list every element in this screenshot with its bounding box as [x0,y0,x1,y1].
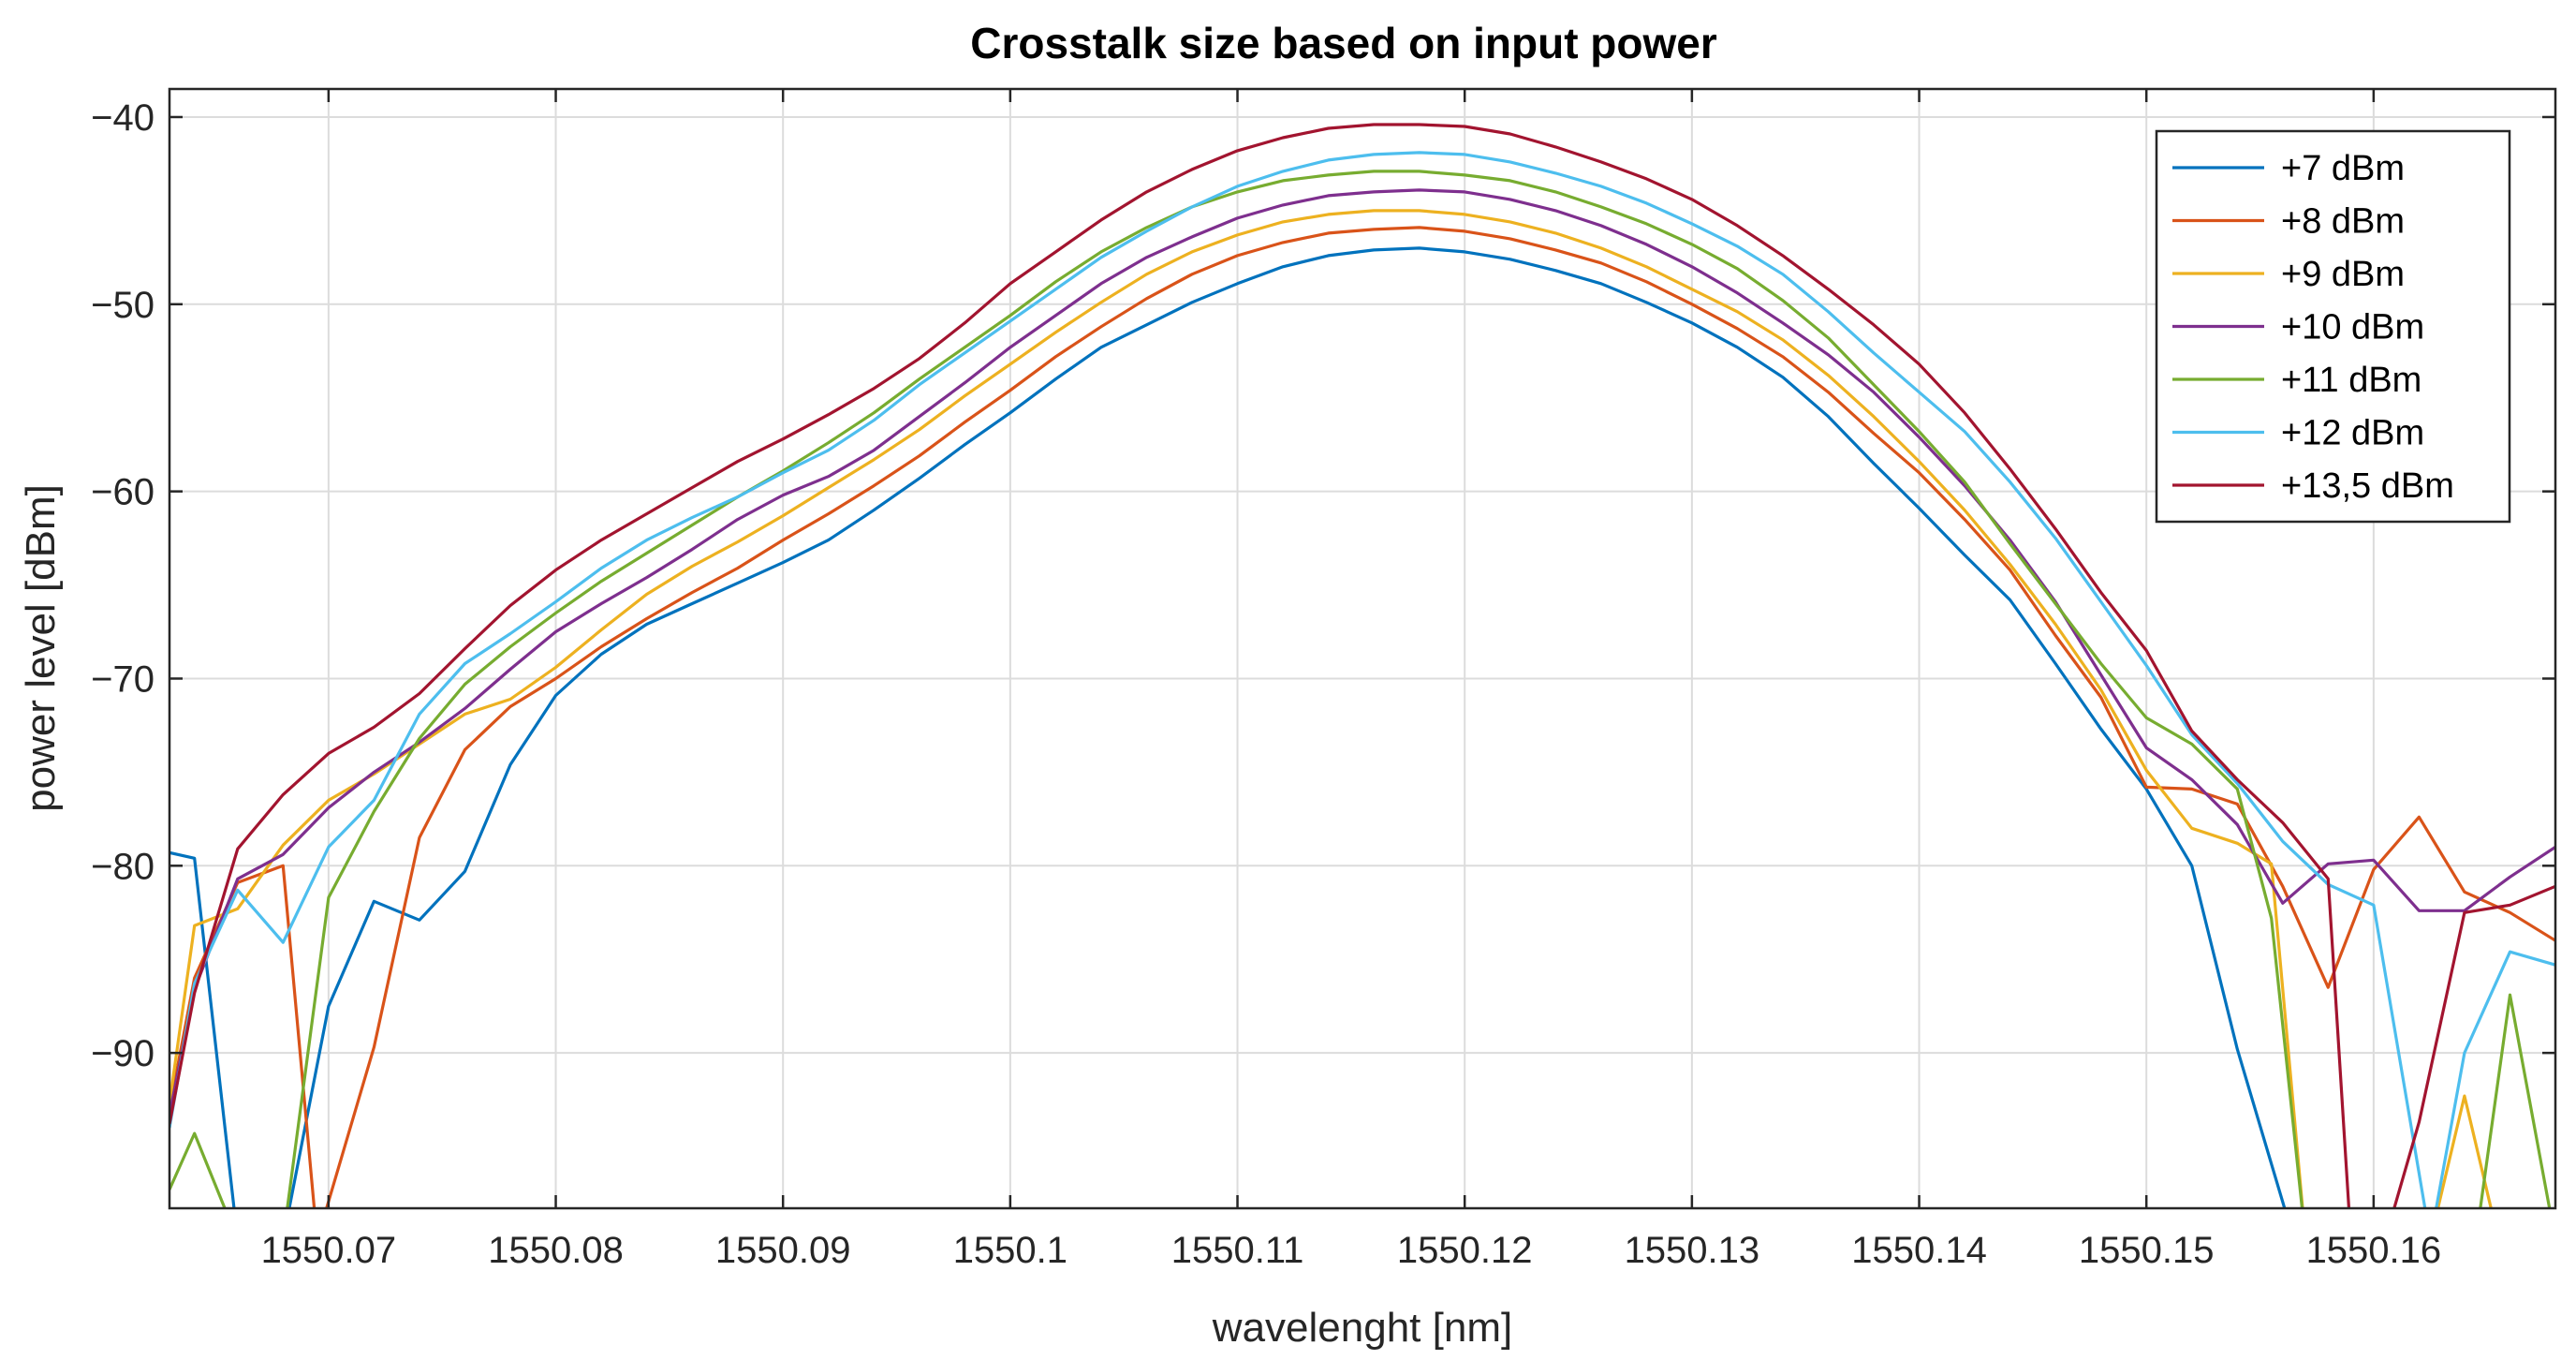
y-tick-label: −40 [91,97,155,139]
series-line-1 [169,246,2287,1208]
plot-area-frame [168,87,2557,1210]
y-tick-label: −70 [91,658,155,700]
series-line-4 [169,188,2555,1116]
legend-entry: +7 dBm [2281,149,2405,188]
series-line-6 [169,151,2555,1208]
x-tick-label: 1550.07 [261,1230,397,1271]
y-tick-label: −50 [91,285,155,326]
chart-title: Crosstalk size based on input power [970,19,1717,67]
legend-entry: +12 dBm [2281,414,2424,453]
legend-entry: +10 dBm [2281,308,2424,347]
series-line-3 [169,209,2493,1208]
axis-ticks [169,89,2555,1208]
y-tick-labels: −90 −80 −70 −60 −50 −40 [91,97,155,1074]
x-axis-label: wavelenght [nm] [1212,1305,1512,1351]
x-tick-label: 1550.15 [2079,1230,2215,1271]
x-tick-label: 1550.1 [953,1230,1067,1271]
y-tick-label: −80 [91,846,155,887]
series-line-7 [169,123,2555,1208]
x-tick-label: 1550.14 [1851,1230,1987,1271]
legend-entry: +8 dBm [2281,202,2405,242]
x-tick-label: 1550.09 [715,1230,851,1271]
x-tick-label: 1550.11 [1171,1230,1304,1271]
x-tick-label: 1550.12 [1397,1230,1533,1271]
legend-entry: +11 dBm [2281,361,2421,400]
series-line-2 [169,226,2555,1208]
y-tick-label: −90 [91,1033,155,1074]
grid-lines [169,89,2555,1208]
x-tick-labels: 1550.07 1550.08 1550.09 1550.1 1550.11 1550.1… [261,1230,2442,1271]
y-axis-label: power level [dBm] [18,484,64,812]
x-tick-label: 1550.13 [1625,1230,1760,1271]
x-tick-label: 1550.16 [2306,1230,2442,1271]
x-tick-label: 1550.08 [488,1230,624,1271]
series-lines [169,123,2555,1208]
series-line-5 [169,170,2552,1208]
legend-entry: +13,5 dBm [2281,466,2454,506]
y-tick-label: −60 [91,472,155,513]
legend: +7 dBm +8 dBm +9 dBm +10 dBm +11 dBm +12 dBm +… [2155,129,2511,524]
legend-entry: +9 dBm [2281,255,2405,294]
